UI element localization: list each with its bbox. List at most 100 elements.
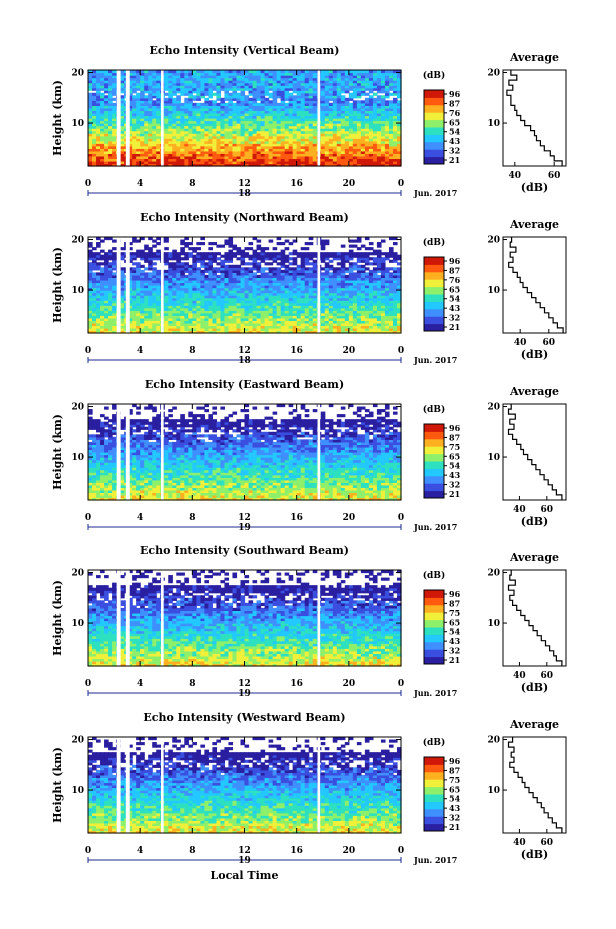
heatmap-cell [365,272,370,275]
heatmap-cell [377,275,382,278]
heatmap-cell [293,267,298,270]
heatmap-cell [389,93,394,96]
heatmap-cell [293,95,298,98]
heatmap-cell [212,267,217,270]
heatmap-cell [373,267,378,270]
date-label: Jun. 2017 [413,188,457,198]
heatmap-cell [156,270,161,273]
heatmap-cell [349,103,354,106]
heatmap-cell [389,272,394,275]
heatmap-cell [144,95,149,98]
heatmap-cell [357,100,362,103]
heatmap-cell [188,265,193,268]
heatmap-cell [212,93,217,96]
colorbar-segment [424,97,444,105]
data-gap [161,70,164,166]
heatmap-cell [120,267,125,270]
heatmap-cell [265,98,270,101]
heatmap-cell [240,267,245,270]
heatmap-cell [369,95,374,98]
heatmap-cell [309,267,314,270]
heatmap-cells [88,237,402,334]
data-gap [117,70,121,166]
colorbar-unit: (dB) [423,70,445,81]
heatmap-cell [144,267,149,270]
heatmap-cell [204,275,209,278]
heatmap-cell [100,267,105,270]
profile-y-tick-label: 10 [487,119,500,129]
heatmap-cell [224,103,229,106]
y-axis-label: Height (km) [51,80,64,156]
x-tick-label: 20 [343,179,356,189]
heatmap-cell [365,267,370,270]
heatmap-cell [184,98,189,101]
data-gap [126,70,130,166]
heatmap-cell [208,100,213,103]
heatmap-cell [321,272,326,275]
day-label: 18 [238,189,251,199]
profile-frame [503,70,566,166]
heatmap-cell [373,98,378,101]
profile-x-tick-label: 60 [548,171,561,181]
colorbar-segment [424,112,444,120]
radar-figure: Echo Intensity (Vertical Beam) 20 10 Height… [0,0,616,929]
colorbar-segment [424,120,444,128]
heatmap-cell [132,95,137,98]
heatmap-cell [144,272,149,275]
heatmap-cell [329,103,334,106]
y-tick-label: 10 [71,119,84,129]
colorbar-segment [424,149,444,157]
heatmap-cell [172,98,177,101]
heatmap-cell [245,95,250,98]
heatmap-cell [180,103,185,106]
x-tick-label: 12 [238,179,251,189]
heatmap-cell [281,270,286,273]
heatmap-cell [261,267,266,270]
heatmap-cell [164,270,169,273]
heatmap-cell [329,272,334,275]
heatmap-cell [389,267,394,270]
heatmap-cell [204,98,209,101]
heatmap-cell [249,267,254,270]
heatmap-cell [337,267,342,270]
heatmap-cell [341,95,346,98]
heatmap-cell [381,95,386,98]
y-tick-label: 20 [71,69,84,79]
heatmap-cell [365,98,370,101]
heatmap-cell [112,98,117,101]
heatmap-cell [269,100,274,103]
heatmap-cell [253,272,258,275]
heatmap-cell [120,95,125,98]
heatmap-cell [393,98,398,101]
panel-title: Echo Intensity (Vertical Beam) [149,44,339,57]
heatmap-cell [249,98,254,101]
colorbar-segment [424,90,444,98]
heatmap-cell [373,93,378,96]
heatmap-cell [321,267,326,270]
x-tick-label: 8 [189,179,195,189]
heatmap-cell [393,267,398,270]
heatmap-cell [273,267,278,270]
profile-title: Average [509,51,559,64]
heatmap-cell [112,103,117,106]
heatmap-cell [285,103,290,106]
heatmap-cell [132,267,137,270]
data-gap [318,70,321,166]
heatmap-cell [216,103,221,106]
heatmap-cell [385,267,390,270]
heatmap-cell [349,93,354,96]
colorbar-segment [424,134,444,142]
heatmap-cell [220,98,225,101]
heatmap-cell [140,270,145,273]
heatmap-cell [365,93,370,96]
heatmap-cell [289,93,294,96]
heatmap-cell [200,270,205,273]
heatmap-cell [265,272,270,275]
heatmap-cell [236,93,241,96]
heatmap-cell [192,95,197,98]
heatmap-cell [377,95,382,98]
heatmap-cell [277,103,282,106]
heatmap-cell [289,267,294,270]
heatmap-cell [257,275,262,278]
heatmap-cell [164,98,169,101]
